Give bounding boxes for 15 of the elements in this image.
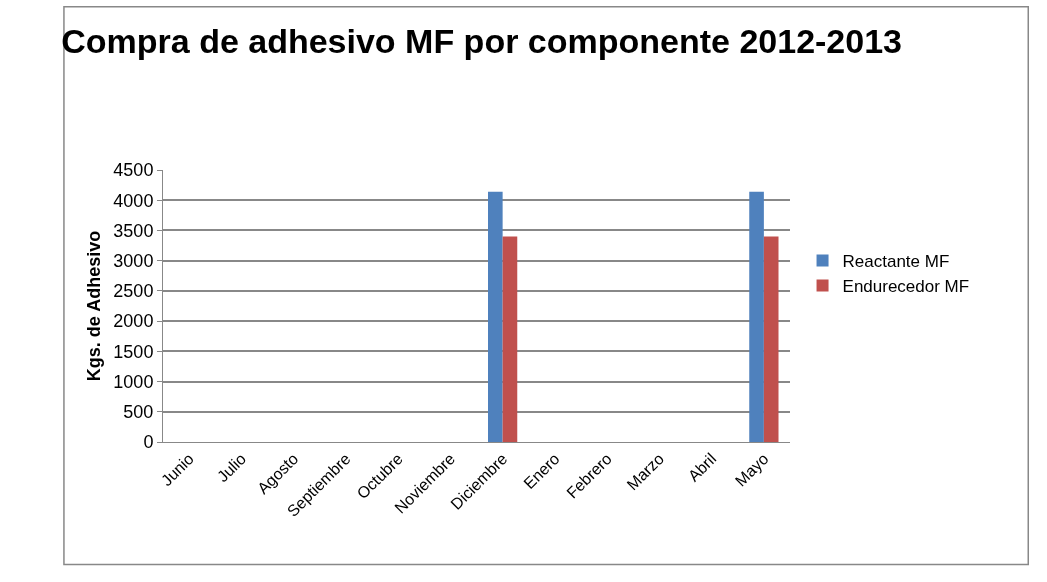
legend-label: Endurecedor MF: [842, 277, 970, 297]
y-tick-label: 3000: [113, 250, 154, 271]
y-tick-label: 2000: [113, 311, 154, 332]
y-tick-label: 500: [123, 402, 154, 423]
y-tick-label: 1500: [113, 341, 154, 362]
y-tick-label: 3500: [113, 220, 154, 241]
y-tick-label: 2500: [113, 281, 154, 302]
y-tick-label: 1000: [113, 371, 154, 392]
legend-label: Reactante MF: [842, 252, 950, 272]
x-tick-label: Julio: [213, 449, 250, 486]
y-tick-label: 4500: [113, 160, 154, 181]
y-tick-label: 4000: [113, 190, 154, 211]
y-tick-label: 0: [143, 432, 154, 453]
y-axis-title: Kgs. de Adhesivo: [83, 230, 104, 382]
chart-title: Compra de adhesivo MF por componente 2012-2013: [61, 21, 903, 60]
